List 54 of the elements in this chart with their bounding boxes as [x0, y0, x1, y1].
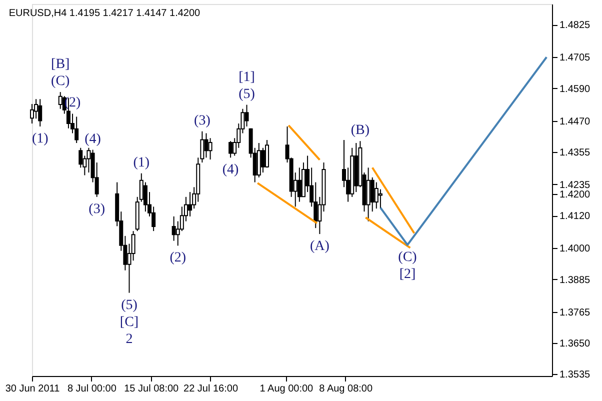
annotation: (2)	[170, 250, 186, 266]
y-tick-label: 1.4200	[560, 189, 591, 200]
candlestick	[38, 98, 42, 127]
candlestick	[260, 147, 265, 174]
annotation: [1]	[238, 70, 255, 85]
candlestick	[131, 230, 136, 262]
annotation: (3)	[88, 202, 106, 217]
candlestick	[74, 116, 79, 144]
y-tick-label: 1.4235	[560, 180, 591, 191]
y-tick-label: 1.4590	[560, 84, 591, 95]
candlestick	[244, 104, 249, 127]
annotation: (4)	[84, 132, 102, 147]
y-tick-label: 1.4470	[560, 116, 591, 128]
y-tick-label: 1.4705	[560, 52, 591, 64]
annotation: (A)	[310, 239, 330, 254]
annotation: [B]	[51, 57, 70, 72]
annotation: (C)	[398, 250, 418, 265]
annotation: (5)	[121, 298, 138, 313]
y-tick-label: 1.4000	[560, 244, 591, 255]
x-tick-label: 8 Aug 08:00	[319, 384, 373, 394]
candlestick	[297, 167, 302, 202]
annotation: [C]	[120, 314, 139, 330]
y-tick-label: 1.3885	[560, 274, 591, 286]
x-tick-label: 1 Aug 00:00	[260, 384, 314, 394]
y-tick-label: 1.3535	[560, 370, 591, 381]
candlestick	[370, 176, 374, 212]
annotation: (4)	[222, 162, 240, 178]
candlestick	[58, 92, 62, 110]
annotation: [2]	[399, 266, 416, 282]
x-tick-label: 30 Jun 2011	[5, 384, 60, 394]
chart-title: EURUSD,H4 1.4195 1.4217 1.4147 1.4200	[8, 8, 201, 19]
y-tick-label: 1.3765	[560, 307, 591, 318]
candlestick	[30, 103, 34, 124]
annotation: (5)	[238, 86, 256, 102]
candlestick	[204, 132, 208, 158]
candlestick	[208, 138, 212, 160]
annotation: (C)	[51, 74, 70, 90]
y-tick-label: 1.4355	[560, 147, 591, 158]
candlestick	[378, 188, 382, 209]
x-tick-label: 15 Jul 08:00	[124, 384, 180, 394]
annotation: (1)	[133, 155, 150, 170]
y-tick-label: 1.4120	[560, 211, 591, 222]
x-tick-label: 8 Jul 00:00	[67, 384, 117, 394]
annotation: (1)	[32, 131, 49, 146]
candlestick	[228, 140, 233, 158]
y-tick-label: 1.4825	[560, 20, 591, 32]
candlestick	[172, 216, 176, 242]
candlestick	[374, 182, 378, 210]
x-tick-label: 22 Jul 16:00	[184, 384, 238, 394]
candlestick	[265, 140, 270, 168]
annotation: (3)	[194, 113, 211, 128]
annotation: 2	[126, 332, 133, 347]
annotation: (B)	[350, 123, 370, 138]
y-tick-label: 1.3650	[560, 338, 591, 350]
